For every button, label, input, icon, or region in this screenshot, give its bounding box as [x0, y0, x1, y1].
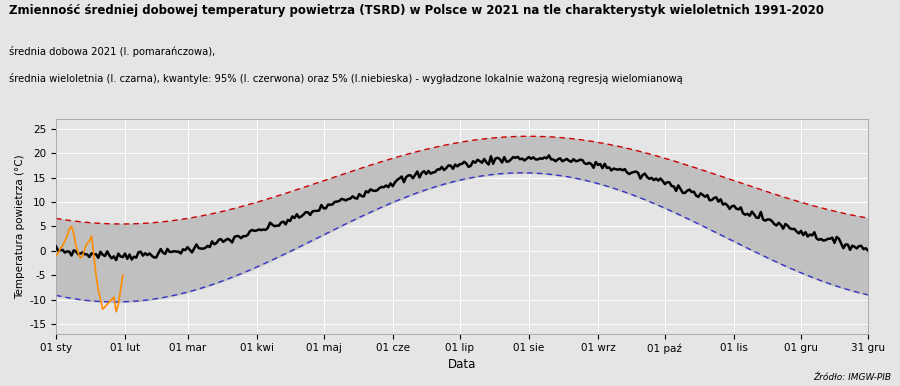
Text: średnia dobowa 2021 (l. pomarańczowa),: średnia dobowa 2021 (l. pomarańczowa), — [9, 46, 215, 57]
Text: średnia wieloletnia (l. czarna), kwantyle: 95% (l. czerwona) oraz 5% (l.niebiesk: średnia wieloletnia (l. czarna), kwantyl… — [9, 73, 683, 84]
X-axis label: Data: Data — [447, 358, 476, 371]
Text: Źródło: IMGW-PIB: Źródło: IMGW-PIB — [813, 373, 891, 382]
Y-axis label: Temperatura powietrza (°C): Temperatura powietrza (°C) — [15, 154, 25, 299]
Text: Zmienność średniej dobowej temperatury powietrza (TSRD) w Polsce w 2021 na tle c: Zmienność średniej dobowej temperatury p… — [9, 4, 824, 17]
